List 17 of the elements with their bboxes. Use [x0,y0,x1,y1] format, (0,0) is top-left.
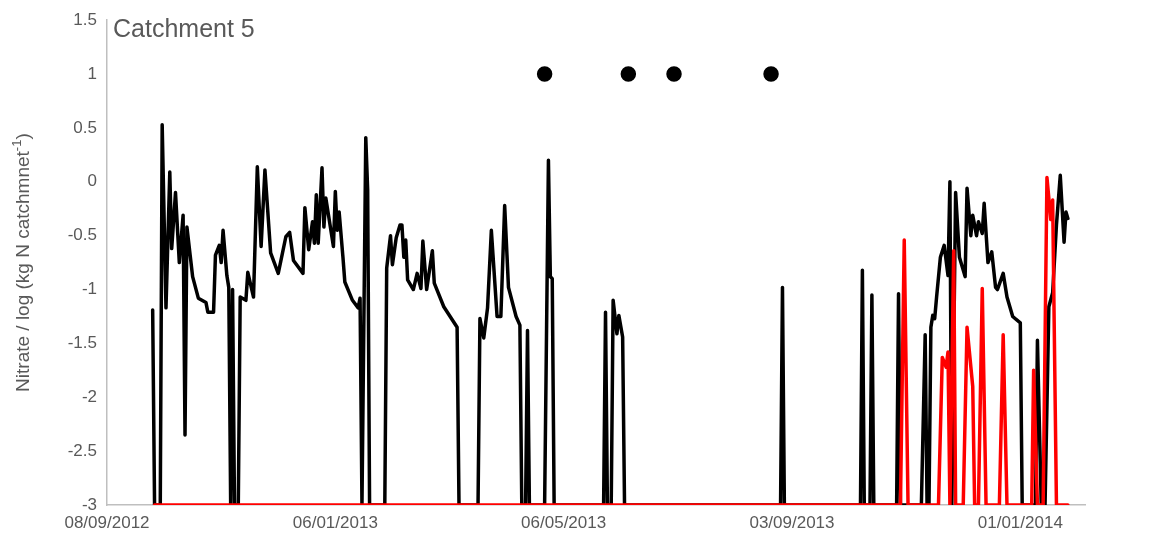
y-tick-label: -1.5 [67,333,97,353]
y-tick-label: -0.5 [67,225,97,245]
x-tick-label: 08/09/2012 [64,512,150,532]
x-tick-label: 01/01/2014 [977,512,1063,532]
y-tick-label: 0.5 [73,117,97,137]
y-axis-title: Nitrate / log (kg N catchmnet-1) [8,133,34,392]
y-tick-label: 1.5 [73,9,97,29]
x-tick-label: 06/01/2013 [292,512,378,532]
y-tick-label: -2 [81,386,97,406]
chart-title: Catchment 5 [113,13,255,42]
y-tick-label: -2.5 [67,440,97,460]
x-tick-label: 03/09/2013 [749,512,835,532]
y-tick-label: -1 [81,279,97,299]
y-tick-label: 1 [87,63,97,83]
y-tick-label: 0 [87,171,97,191]
x-tick-label: 06/05/2013 [521,512,607,532]
y-tick-label: -3 [81,494,97,514]
